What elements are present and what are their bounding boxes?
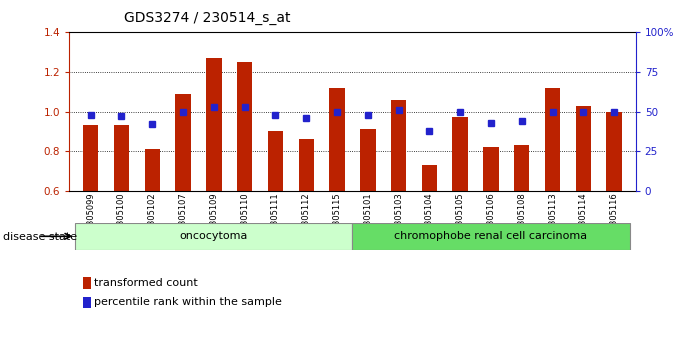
Bar xyxy=(453,118,468,191)
Text: GDS3274 / 230514_s_at: GDS3274 / 230514_s_at xyxy=(124,11,291,25)
Bar xyxy=(391,99,406,191)
Text: transformed count: transformed count xyxy=(94,278,198,288)
Bar xyxy=(514,145,529,191)
Bar xyxy=(360,130,375,191)
Bar xyxy=(114,125,129,191)
Bar xyxy=(299,139,314,191)
Text: percentile rank within the sample: percentile rank within the sample xyxy=(94,297,282,307)
Text: chromophobe renal cell carcinoma: chromophobe renal cell carcinoma xyxy=(395,231,587,241)
Bar xyxy=(483,147,499,191)
Bar xyxy=(144,149,160,191)
Bar xyxy=(352,223,630,250)
Bar xyxy=(545,88,560,191)
Text: oncocytoma: oncocytoma xyxy=(180,231,248,241)
Bar xyxy=(206,58,222,191)
Bar xyxy=(422,165,437,191)
Bar xyxy=(75,223,352,250)
Bar xyxy=(176,93,191,191)
Bar xyxy=(83,125,98,191)
Bar xyxy=(607,112,622,191)
Bar xyxy=(330,88,345,191)
Text: disease state: disease state xyxy=(3,232,77,242)
Bar xyxy=(576,105,591,191)
Bar xyxy=(267,131,283,191)
Bar xyxy=(237,62,252,191)
